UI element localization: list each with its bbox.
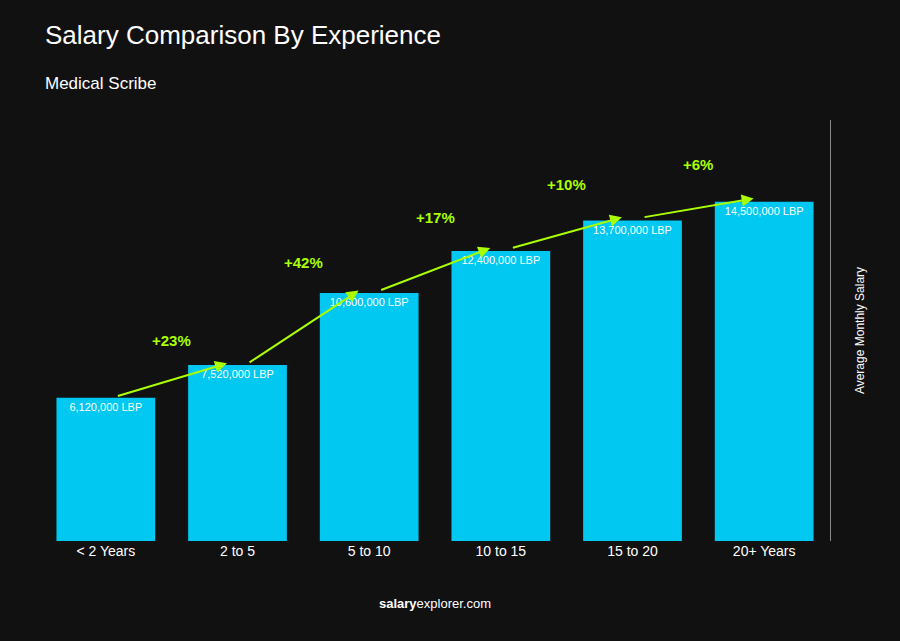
svg-text:12,400,000 LBP: 12,400,000 LBP [461,254,540,266]
svg-text:10 to 15: 10 to 15 [476,543,527,559]
svg-text:15 to 20: 15 to 20 [607,543,658,559]
svg-text:6,120,000 LBP: 6,120,000 LBP [69,401,142,413]
svg-text:< 2 Years: < 2 Years [76,543,135,559]
svg-text:+6%: +6% [683,156,713,173]
svg-text:Salary Comparison By Experienc: Salary Comparison By Experience [45,20,441,50]
svg-text:5 to 10: 5 to 10 [348,543,391,559]
svg-text:+17%: +17% [416,209,455,226]
svg-text:salaryexplorer.com: salaryexplorer.com [379,596,491,611]
svg-text:+10%: +10% [547,176,586,193]
svg-text:7,520,000 LBP: 7,520,000 LBP [201,368,274,380]
svg-text:10,600,000 LBP: 10,600,000 LBP [330,296,409,308]
svg-text:13,700,000 LBP: 13,700,000 LBP [593,224,672,236]
svg-text:20+ Years: 20+ Years [733,543,796,559]
svg-text:2 to 5: 2 to 5 [220,543,255,559]
svg-text:Average Monthly Salary: Average Monthly Salary [853,267,867,394]
svg-text:+42%: +42% [284,254,323,271]
svg-text:14,500,000 LBP: 14,500,000 LBP [725,205,804,217]
svg-text:Medical Scribe: Medical Scribe [45,74,157,93]
svg-text:+23%: +23% [152,332,191,349]
